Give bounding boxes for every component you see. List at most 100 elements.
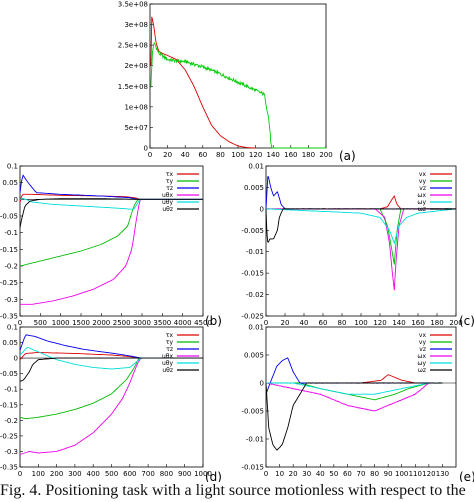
y-tick-label: -0.02 bbox=[246, 291, 264, 299]
x-tick-label: 110 bbox=[409, 470, 422, 478]
y-tick-label: -0.25 bbox=[0, 279, 18, 287]
x-tick-label: 4500 bbox=[194, 319, 212, 327]
y-tick-label: -0.015 bbox=[241, 464, 264, 472]
legend-label: uθx bbox=[162, 353, 173, 360]
y-tick-label: -0.25 bbox=[0, 432, 18, 440]
plot-frame bbox=[149, 3, 327, 149]
series-line bbox=[150, 16, 256, 149]
series-line bbox=[19, 357, 203, 382]
legend-label: τy bbox=[166, 339, 174, 346]
x-tick-label: 140 bbox=[392, 319, 405, 327]
x-tick-label: 0 bbox=[264, 470, 268, 478]
x-tick-label: 180 bbox=[302, 151, 315, 159]
chart-panel-d: 0 100 200 300 400 500 600 700 800 900 1000 -0.35 -0.… bbox=[0, 324, 222, 483]
y-tick-label: -0.35 bbox=[0, 464, 18, 472]
y-tick-label: -0.15 bbox=[0, 246, 18, 254]
x-tick-label: 200 bbox=[449, 319, 462, 327]
legend-label: τz bbox=[166, 346, 173, 353]
x-tick-label: 3000 bbox=[133, 319, 151, 327]
x-tick-label: 40 bbox=[300, 319, 309, 327]
y-tick-label: -0.1 bbox=[4, 386, 18, 394]
x-tick-label: 120 bbox=[373, 319, 386, 327]
x-tick-label: 20 bbox=[163, 151, 172, 159]
x-tick-label: 2000 bbox=[92, 319, 110, 327]
x-tick-label: 60 bbox=[319, 319, 328, 327]
legend-label: τx bbox=[166, 332, 174, 339]
y-tick-label: 5e+07 bbox=[124, 124, 148, 132]
series-line bbox=[266, 208, 457, 291]
chart-panel-b: 0 500 1000 1500 2000 2500 3000 3500 4000 4500 -0.3… bbox=[0, 163, 222, 329]
x-tick-label: 130 bbox=[436, 470, 449, 478]
y-tick-label: 3.5e+08 bbox=[118, 1, 148, 9]
x-tick-label: 20 bbox=[281, 319, 290, 327]
y-tick-label: -0.01 bbox=[246, 248, 264, 256]
x-tick-label: 4000 bbox=[174, 319, 192, 327]
series-line bbox=[265, 382, 443, 451]
legend-label: uθz bbox=[162, 367, 173, 374]
y-tick-label: -0.005 bbox=[241, 227, 264, 235]
panel-label: (a) bbox=[339, 149, 356, 163]
series-line bbox=[19, 174, 203, 200]
legend-label: τy bbox=[166, 178, 174, 185]
x-tick-label: 160 bbox=[411, 319, 424, 327]
panel-label: (e) bbox=[459, 470, 474, 482]
series-line bbox=[19, 197, 203, 210]
y-tick-label: -0.005 bbox=[241, 408, 264, 416]
x-tick-label: 60 bbox=[198, 151, 207, 159]
x-tick-label: 500 bbox=[34, 319, 47, 327]
series-line bbox=[266, 194, 456, 210]
y-tick-label: -0.2 bbox=[4, 263, 18, 271]
series-line bbox=[19, 357, 203, 456]
y-tick-label: -0.015 bbox=[241, 270, 264, 278]
chart-panel-a: 0 20 40 60 80 100 120 140 160 180 200 0 5e+07 1e+08 1.… bbox=[118, 1, 356, 164]
x-tick-label: 80 bbox=[216, 151, 225, 159]
y-tick-label: 2.5e+08 bbox=[118, 42, 148, 50]
series-line bbox=[265, 176, 457, 210]
x-tick-label: 10 bbox=[275, 470, 284, 478]
series-line bbox=[19, 198, 203, 228]
y-tick-label: 0 bbox=[260, 205, 264, 213]
figure-canvas: 0 20 40 60 80 100 120 140 160 180 20005e+071e+081.… bbox=[0, 1, 474, 483]
y-tick-label: 1.5e+08 bbox=[118, 83, 148, 91]
x-tick-label: 100 bbox=[32, 470, 45, 478]
legend-label: vz bbox=[419, 346, 426, 353]
x-tick-label: 900 bbox=[178, 470, 191, 478]
x-tick-label: 140 bbox=[267, 151, 280, 159]
y-tick-label: -0.3 bbox=[4, 448, 18, 456]
y-tick-label: 0 bbox=[14, 355, 18, 363]
y-tick-label: 0.005 bbox=[244, 184, 264, 192]
panel-label: (d) bbox=[205, 470, 222, 482]
y-tick-label: 0.1 bbox=[7, 163, 18, 171]
series-line bbox=[265, 382, 443, 412]
x-tick-label: 120 bbox=[249, 151, 262, 159]
series-line bbox=[19, 198, 203, 267]
x-tick-label: 300 bbox=[68, 470, 81, 478]
series-line bbox=[266, 382, 443, 395]
series-line bbox=[265, 208, 456, 245]
x-tick-label: 0 bbox=[148, 151, 152, 159]
x-tick-label: 90 bbox=[384, 470, 393, 478]
y-tick-label: 1e+08 bbox=[124, 103, 148, 111]
x-tick-label: 1500 bbox=[72, 319, 90, 327]
y-tick-label: -0.05 bbox=[0, 213, 18, 221]
plot-frame bbox=[19, 165, 204, 317]
y-tick-label: -0.05 bbox=[0, 370, 18, 378]
legend-label: ωz bbox=[418, 206, 426, 213]
figure-caption: Fig. 4. Positioning task with a light so… bbox=[0, 482, 466, 499]
x-tick-label: 20 bbox=[289, 470, 298, 478]
y-tick-label: 0 bbox=[144, 145, 148, 153]
x-tick-label: 0 bbox=[18, 319, 22, 327]
plot-frame bbox=[19, 326, 204, 468]
x-tick-label: 80 bbox=[370, 470, 379, 478]
y-tick-label: 0 bbox=[260, 380, 264, 388]
y-tick-label: 0.01 bbox=[248, 324, 264, 332]
legend-label: ωx bbox=[417, 192, 426, 199]
legend-label: uθy bbox=[162, 360, 173, 367]
x-tick-label: 70 bbox=[357, 470, 366, 478]
x-tick-label: 100 bbox=[231, 151, 244, 159]
legend-label: ωy bbox=[417, 360, 426, 367]
series-line bbox=[265, 382, 443, 401]
y-tick-label: 0.1 bbox=[7, 324, 18, 332]
x-tick-label: 0 bbox=[264, 319, 268, 327]
chart-panel-e: 0 10 20 30 40 50 60 70 80 90 100 110 120 130 -0.015 -0.… bbox=[241, 324, 474, 483]
